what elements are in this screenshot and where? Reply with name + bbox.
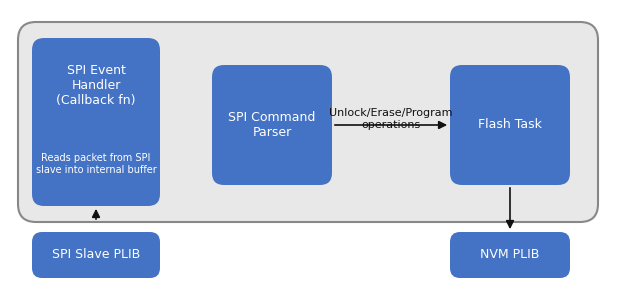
Text: Reads packet from SPI
slave into internal buffer: Reads packet from SPI slave into interna… (36, 153, 156, 175)
FancyBboxPatch shape (212, 65, 332, 185)
Text: Unlock/Erase/Program
operations: Unlock/Erase/Program operations (329, 108, 452, 130)
FancyBboxPatch shape (450, 232, 570, 278)
Text: SPI Event
Handler
(Callback fn): SPI Event Handler (Callback fn) (56, 64, 136, 106)
Text: NVM PLIB: NVM PLIB (481, 249, 540, 262)
FancyBboxPatch shape (32, 232, 160, 278)
FancyBboxPatch shape (32, 38, 160, 206)
Text: Flash Task: Flash Task (478, 119, 542, 131)
FancyBboxPatch shape (450, 65, 570, 185)
Text: SPI Command
Parser: SPI Command Parser (228, 111, 316, 139)
FancyBboxPatch shape (18, 22, 598, 222)
Text: SPI Slave PLIB: SPI Slave PLIB (52, 249, 140, 262)
